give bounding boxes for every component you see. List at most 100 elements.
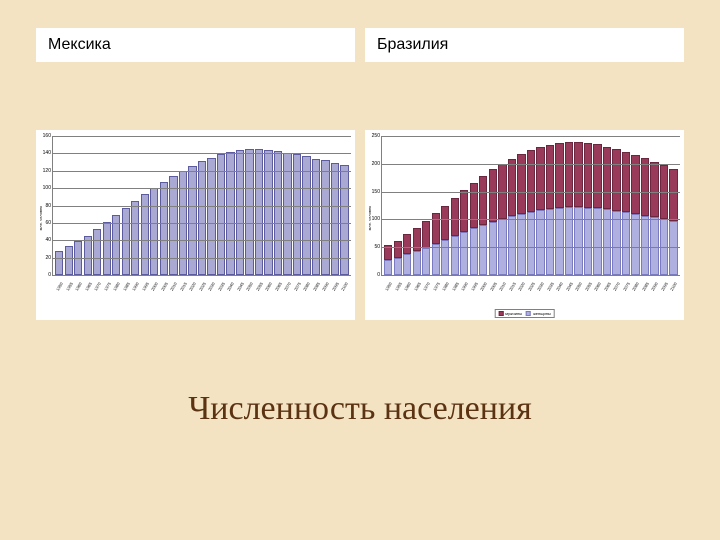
bar-segment — [422, 221, 430, 248]
x-tick-label: 1995 — [141, 282, 149, 292]
bar-segment — [574, 207, 582, 275]
x-tick-label: 1950 — [55, 282, 63, 292]
x-tick-label: 2085 — [641, 282, 649, 292]
bar — [403, 136, 411, 275]
bar-segment — [508, 159, 516, 216]
bar — [631, 136, 639, 275]
x-tick-label: 2060 — [593, 282, 601, 292]
grid-line — [382, 136, 680, 137]
x-tick-label: 1995 — [470, 282, 478, 292]
bar — [536, 136, 544, 275]
bar-segment — [394, 258, 402, 275]
label-brazil: Бразилия — [365, 28, 684, 62]
grid-line — [53, 206, 351, 207]
bar-segment — [432, 244, 440, 275]
bar-segment — [527, 212, 535, 275]
x-tick-label: 2005 — [160, 282, 168, 292]
legend-swatch — [498, 311, 503, 316]
bar-segment — [112, 215, 120, 275]
x-tick-label: 2025 — [527, 282, 535, 292]
y-tick-label: 80 — [45, 203, 53, 209]
bar-segment — [422, 248, 430, 275]
legend: мужчиныженщины — [494, 309, 555, 318]
x-tick-label: 2040 — [555, 282, 563, 292]
bar-segment — [131, 201, 139, 275]
bar — [479, 136, 487, 275]
bar-segment — [160, 182, 168, 275]
bar-segment — [565, 142, 573, 207]
x-tick-label: 2055 — [584, 282, 592, 292]
x-tick-label: 2015 — [179, 282, 187, 292]
x-tick-label: 2000 — [479, 282, 487, 292]
bar-segment — [631, 214, 639, 275]
x-tick-label: 2055 — [255, 282, 263, 292]
bar-segment — [650, 162, 658, 218]
x-tick-label: 2085 — [312, 282, 320, 292]
bar — [650, 136, 658, 275]
y-tick-label: 120 — [43, 168, 53, 174]
bar-segment — [536, 147, 544, 210]
grid-line — [382, 164, 680, 165]
grid-line — [53, 223, 351, 224]
grid-line — [382, 219, 680, 220]
bar-segment — [384, 260, 392, 275]
bar — [422, 136, 430, 275]
x-tick-label: 1965 — [84, 282, 92, 292]
x-tick-label: 2065 — [274, 282, 282, 292]
x-tick-label: 2030 — [536, 282, 544, 292]
y-tick-label: 20 — [45, 255, 53, 261]
bar — [451, 136, 459, 275]
bar-segment — [432, 213, 440, 244]
y-tick-label: 200 — [372, 161, 382, 167]
legend-swatch — [526, 311, 531, 316]
grid-line — [382, 275, 680, 276]
bar-segment — [413, 251, 421, 275]
y-tick-label: 0 — [48, 272, 53, 278]
x-tick-label: 1975 — [103, 282, 111, 292]
bar-segment — [264, 150, 272, 275]
bar-segment — [555, 208, 563, 275]
x-tick-label: 2015 — [508, 282, 516, 292]
x-tick-label: 2040 — [226, 282, 234, 292]
bar — [460, 136, 468, 275]
bar — [546, 136, 554, 275]
bar-segment — [546, 145, 554, 209]
x-tick-label: 2005 — [489, 282, 497, 292]
legend-item: мужчины — [498, 311, 522, 316]
x-tick-label: 1965 — [413, 282, 421, 292]
bar-segment — [394, 241, 402, 258]
x-tick-label: 1960 — [74, 282, 82, 292]
x-tick-label: 1970 — [422, 282, 430, 292]
y-tick-label: 60 — [45, 220, 53, 226]
bar — [555, 136, 563, 275]
bar — [517, 136, 525, 275]
bar-segment — [150, 188, 158, 275]
x-tick-label: 1950 — [384, 282, 392, 292]
page-title: Численность населения — [36, 390, 684, 428]
x-tick-label: 2080 — [302, 282, 310, 292]
bar — [498, 136, 506, 275]
mexico-chart: млн. человек 195019551960196519701975198… — [36, 130, 355, 320]
y-tick-label: 160 — [43, 133, 53, 139]
x-ticks: 1950195519601965197019751980198519901995… — [53, 282, 351, 287]
bar — [603, 136, 611, 275]
bar-segment — [555, 143, 563, 207]
y-tick-label: 140 — [43, 150, 53, 156]
bar-segment — [245, 149, 253, 275]
bar-segment — [122, 208, 130, 275]
bar-segment — [84, 236, 92, 275]
label-mexico: Мексика — [36, 28, 355, 62]
x-tick-label: 2095 — [331, 282, 339, 292]
bar-segment — [65, 246, 73, 275]
x-tick-label: 1980 — [112, 282, 120, 292]
bar-segment — [669, 169, 677, 221]
x-tick-label: 1955 — [65, 282, 73, 292]
y-tick-label: 100 — [43, 185, 53, 191]
x-tick-label: 1990 — [131, 282, 139, 292]
x-tick-label: 2090 — [322, 282, 330, 292]
bar-segment — [274, 151, 282, 275]
bar-segment — [612, 149, 620, 211]
bar-segment — [441, 240, 449, 275]
x-tick-label: 2020 — [517, 282, 525, 292]
bar-segment — [479, 176, 487, 225]
